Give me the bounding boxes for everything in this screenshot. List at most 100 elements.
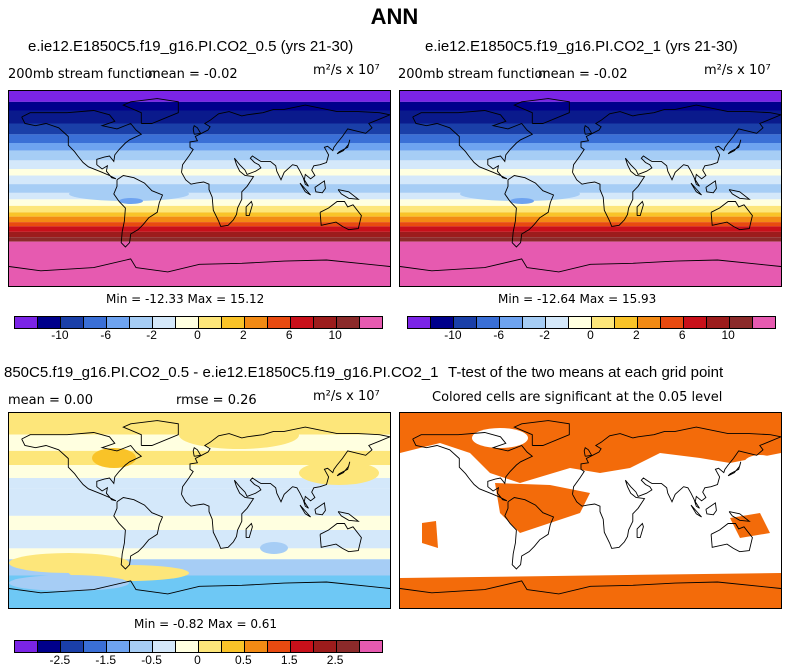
- panel1-contour-band: [9, 231, 390, 238]
- panel2-contour-band: [400, 237, 781, 242]
- colorbar-swatch: [360, 317, 382, 328]
- panel4-subtitle: T-test of the two means at each grid poi…: [448, 364, 724, 381]
- colorbar-tick-label: -0.5: [141, 653, 162, 667]
- panel1-contour-band: [9, 143, 390, 151]
- panel4-coastline: [728, 511, 751, 522]
- panel3-coastline: [21, 432, 143, 502]
- colorbar-swatch: [130, 641, 153, 652]
- colorbar-swatch: [153, 317, 176, 328]
- panel3-units: m²/s x 10⁷: [313, 389, 380, 404]
- panel1-units: m²/s x 10⁷: [313, 63, 380, 78]
- panel4-coastline: [636, 522, 644, 539]
- colorbar-swatch: [337, 641, 360, 652]
- colorbar-tick-label: 2: [633, 328, 640, 342]
- colorbar-swatch: [268, 317, 291, 328]
- colorbar-swatch: [753, 317, 775, 328]
- panel4-significant-region: [730, 513, 770, 538]
- colorbar-tick-label: 1.5: [280, 653, 298, 667]
- panel4-note: Colored cells are significant at the 0.0…: [432, 390, 723, 405]
- panel3-coastline: [122, 420, 179, 446]
- colorbar-tick-label: -1.5: [95, 653, 117, 667]
- panel3-coastline: [299, 504, 311, 518]
- panel2-coastline: [412, 110, 534, 180]
- panel4-coastline: [504, 497, 555, 570]
- colorbar-swatch: [408, 317, 431, 328]
- panel2-coastline: [705, 180, 717, 194]
- panel4-coastline: [412, 432, 534, 502]
- colorbar-swatch: [291, 641, 314, 652]
- panel2-coastline: [572, 104, 781, 227]
- colorbar-swatch: [360, 641, 382, 652]
- colorbar-tick-label: -6: [100, 328, 112, 342]
- colorbar-swatch: [638, 317, 661, 328]
- colorbar-swatch: [661, 317, 684, 328]
- colorbar-swatch: [15, 641, 38, 652]
- colorbar-swatch: [107, 641, 130, 652]
- panel3-contour-band: [9, 575, 129, 591]
- panel4-coastline: [400, 580, 781, 595]
- panel1-contour-band: [9, 241, 390, 254]
- panel3-coastline: [319, 523, 362, 553]
- panel2-contour-band: [400, 222, 781, 227]
- panel3-rmse: rmse = 0.26: [176, 393, 257, 408]
- colorbar-swatch: [314, 317, 337, 328]
- panel4-coastline: [572, 426, 781, 549]
- panel4-nonsignificant-region: [744, 455, 776, 471]
- panel1-contour-band: [9, 150, 390, 161]
- panel3-contour-band: [299, 461, 379, 485]
- colorbar-swatch: [84, 641, 107, 652]
- colorbar-tick-label: 2.5: [326, 653, 344, 667]
- colorbar-tick-label: 10: [328, 328, 342, 342]
- colorbar-swatch: [176, 641, 199, 652]
- panel1-contour-band: [9, 216, 390, 223]
- colorbar-swatch: [707, 317, 730, 328]
- panel4-coastline: [690, 504, 702, 518]
- colorbar-swatch: [592, 317, 615, 328]
- panel3-contour-band: [9, 465, 390, 478]
- panel1-minmax: Min = -12.33 Max = 15.12: [106, 292, 265, 306]
- panel2-mean: mean = -0.02: [538, 67, 628, 82]
- panel2-contour-band: [400, 231, 781, 238]
- panel1-coastline: [337, 189, 360, 200]
- panel4-significant-region: [422, 521, 438, 548]
- panel1-coastline: [299, 182, 311, 196]
- panel2-units: m²/s x 10⁷: [704, 63, 771, 78]
- colorbar-tick-label: 0: [194, 328, 201, 342]
- colorbar-swatch: [523, 317, 546, 328]
- colorbar-tick-label: 2: [240, 328, 247, 342]
- colorbar-swatch: [477, 317, 500, 328]
- panel1-contour-band: [9, 222, 390, 227]
- panel1-contour-band: [9, 192, 390, 200]
- panel3-map: [8, 412, 391, 609]
- colorbar-tick-label: -10: [51, 328, 69, 342]
- panel3-subtitle: 850C5.f19_g16.PI.CO2_0.5 - e.ie12.E1850C…: [4, 364, 439, 381]
- panel2-contour-band: [400, 169, 781, 176]
- colorbar-swatch: [337, 317, 360, 328]
- colorbar-tick-label: -2: [146, 328, 157, 342]
- panel1-colorbar-ticks: -10 -6 -2 0 2 6 10: [14, 328, 381, 342]
- panel4-coastline: [513, 420, 570, 446]
- panel1-contour-band: [9, 123, 390, 135]
- panel1-contour-band: [9, 134, 390, 143]
- panel2-contour-band: [510, 198, 534, 204]
- panel1-map: [8, 90, 391, 287]
- colorbar-swatch: [245, 641, 268, 652]
- panel3-contour-band: [92, 448, 136, 468]
- main-title: ANN: [370, 4, 419, 29]
- colorbar-tick-label: -2.5: [49, 653, 71, 667]
- colorbar-swatch: [245, 317, 268, 328]
- panel2-coastline: [504, 175, 555, 248]
- panel4-significant-region: [400, 573, 781, 608]
- panel3-contour-band: [9, 488, 390, 516]
- panel3-coastline: [245, 522, 253, 539]
- panel1-contour-band: [9, 253, 390, 286]
- panel1-contour-band: [9, 199, 390, 206]
- panel3-coastline: [181, 426, 390, 549]
- colorbar-swatch: [199, 317, 222, 328]
- panel1-contour-band: [119, 198, 143, 204]
- panel3-coastline: [113, 497, 164, 570]
- panel3-coastline: [314, 502, 326, 516]
- panel2-contour-band: [400, 123, 781, 135]
- panel2-coastline: [710, 201, 753, 231]
- colorbar-swatch: [130, 317, 153, 328]
